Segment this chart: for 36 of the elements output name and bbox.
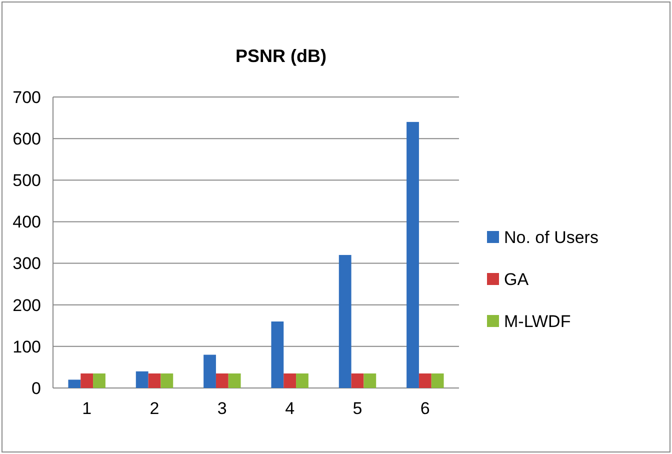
y-tick-label: 500: [12, 171, 41, 190]
x-tick-label: 6: [420, 399, 430, 418]
bar: [216, 373, 228, 388]
chart-title: PSNR (dB): [236, 46, 326, 66]
y-tick-label: 400: [12, 212, 41, 232]
x-tick-label: 2: [150, 399, 160, 418]
y-tick-label: 600: [12, 130, 41, 149]
legend-label: GA: [504, 270, 530, 289]
y-tick-label: 200: [12, 296, 41, 315]
y-tick-label: 700: [12, 88, 41, 107]
bar: [284, 373, 296, 388]
y-tick-label: 100: [12, 337, 41, 356]
bar: [271, 321, 284, 388]
bar: [148, 373, 161, 388]
bar: [228, 373, 241, 388]
bar: [431, 373, 444, 388]
legend-label: M-LWDF: [504, 312, 571, 331]
y-tick-label: 0: [32, 378, 41, 398]
bar: [204, 354, 216, 388]
legend-label: No. of Users: [504, 228, 598, 247]
x-tick-label: 3: [217, 399, 227, 418]
bar: [338, 254, 352, 388]
bar: [93, 373, 106, 388]
bar: [160, 373, 174, 388]
bar: [80, 373, 94, 388]
bar: [418, 373, 432, 388]
bar: [136, 371, 148, 388]
bar: [364, 373, 376, 388]
bar: [351, 373, 364, 388]
x-tick-label: 5: [352, 399, 362, 418]
y-tick-label: 300: [12, 254, 41, 274]
x-tick-label: 4: [285, 399, 295, 418]
bar: [406, 122, 419, 388]
bar: [68, 380, 81, 388]
bar: [296, 373, 308, 388]
x-tick-label: 1: [82, 399, 92, 418]
